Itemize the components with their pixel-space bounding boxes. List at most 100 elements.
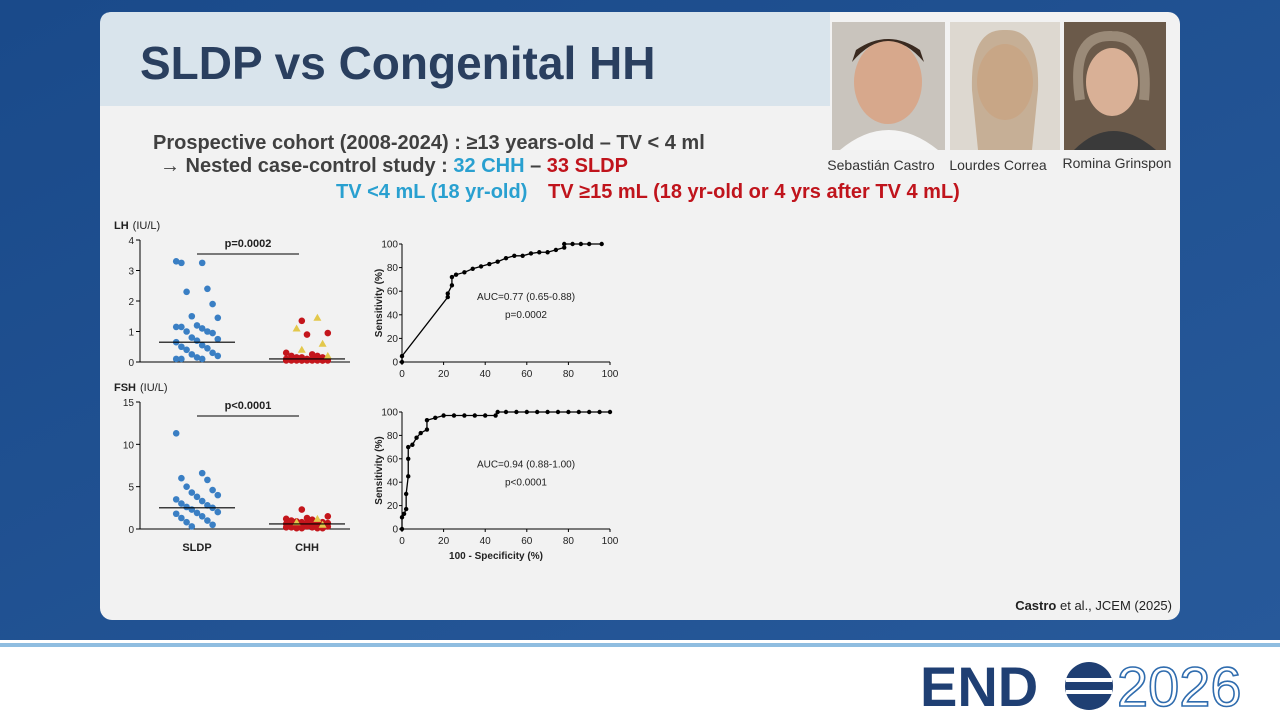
text: et al., JCEM (2025) [1060,598,1172,613]
y-tick-label: 15 [123,398,135,409]
data-point [214,491,222,499]
data-point [555,409,561,415]
data-point [298,524,306,532]
footer-line [0,643,1280,647]
data-point [204,285,211,293]
data-point [503,255,509,261]
data-point [537,250,542,255]
y-tick-label: 2 [128,297,134,308]
data-point [451,413,457,418]
data-point [198,513,206,520]
data-point [214,314,222,322]
data-point [520,253,525,258]
data-point [198,355,206,363]
data-point [599,241,604,247]
text: LH [114,220,129,232]
data-point [303,331,311,338]
data-point [183,346,190,354]
y-tick-label: 0 [392,525,398,536]
data-point [183,288,190,296]
data-point [449,274,455,280]
data-point [562,241,567,247]
data-point [303,514,311,522]
data-point [535,409,540,415]
data-point [172,496,180,503]
y-tick-label: 40 [387,478,399,489]
data-point [282,349,290,357]
data-point [297,345,306,353]
x-tick-label: 60 [521,536,533,547]
data-point [493,413,498,418]
data-point [183,518,190,526]
text: Castro [1015,598,1056,613]
data-point [303,523,311,530]
citation: Castro et al., JCEM (2025) [1015,598,1172,613]
data-point [193,322,201,329]
data-point [545,409,550,415]
data-point [204,501,211,509]
data-point [188,489,196,496]
data-point [495,259,500,264]
data-point [298,506,306,513]
y-tick-label: 60 [387,287,399,298]
data-point [597,409,602,415]
data-point [324,523,332,530]
x-tick-label: SLDP [182,542,211,554]
y-tick-label: 0 [392,358,398,369]
data-point [193,493,201,501]
data-point [214,352,222,360]
data-point [403,506,409,512]
data-point [324,329,332,337]
x-tick-label: CHH [295,542,319,554]
data-point [324,513,332,520]
data-point [399,526,405,532]
data-point [209,486,216,494]
data-point [414,435,419,440]
data-point [441,413,446,418]
title-band [100,12,830,106]
data-point [462,413,467,418]
data-point [566,409,571,415]
data-point [209,349,216,357]
y-tick-label: 1 [128,328,134,339]
data-point [453,272,459,277]
data-point [399,359,405,365]
y-tick-label: 60 [387,454,399,465]
text-line: TV ≥15 mL (18 yr-old or 4 yrs after TV 4… [548,181,960,203]
y-tick-label: 5 [128,483,134,494]
data-point [399,353,405,359]
data-point [178,343,185,351]
text-line: TV <4 mL (18 yr-old) [336,181,527,203]
data-point [204,328,211,335]
data-point [545,250,550,255]
data-point [172,258,180,265]
data-point [183,503,190,511]
data-point [445,294,450,300]
logo: END 2026 [920,654,1242,719]
logo-text: END [920,655,1038,718]
data-point [424,427,430,432]
data-point [478,264,484,269]
data-point [282,515,290,523]
data-point [576,409,581,415]
photos [832,22,1166,150]
y-axis-label: FSH (IU/L) [114,382,168,394]
y-tick-label: 0 [128,525,134,536]
x-tick-label: 20 [438,536,450,547]
x-tick-label: 60 [521,369,533,380]
data-point [214,335,222,343]
slide-title: SLDP vs Congenital HH [140,37,655,89]
data-point [570,241,575,247]
data-point [578,241,584,247]
data-point [193,337,201,344]
data-point [406,444,411,450]
person-name: Lourdes Correa [949,157,1046,173]
text: → Nested case-control study : [160,155,448,177]
data-point [562,245,567,250]
p-value: p=0.0002 [225,238,272,250]
data-point [183,328,190,335]
data-point [401,511,407,516]
data-point [313,313,322,321]
y-tick-label: 80 [387,431,399,442]
